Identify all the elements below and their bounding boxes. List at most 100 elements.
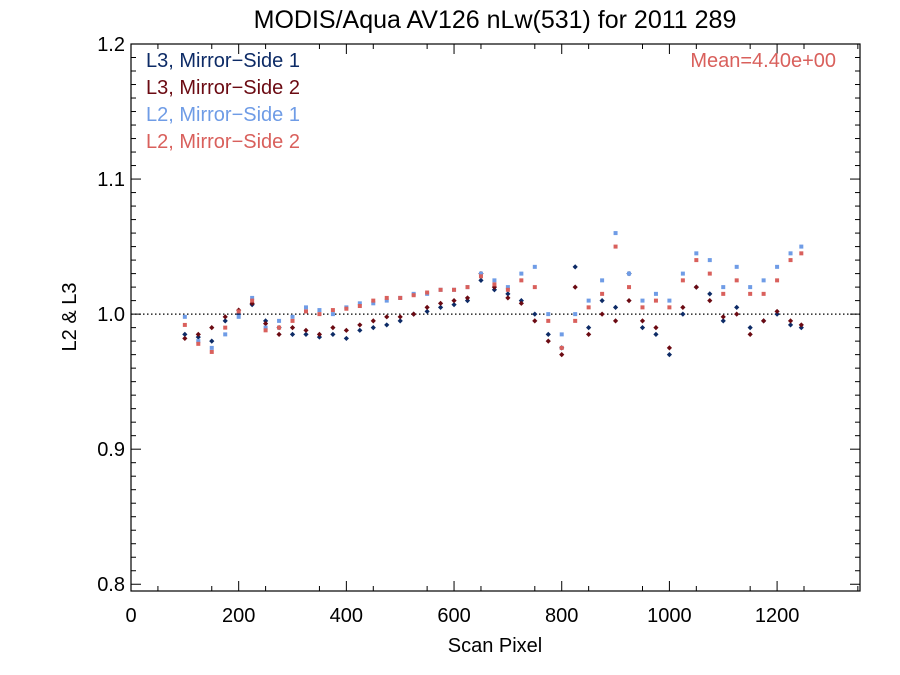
data-point [546,318,551,323]
data-point [330,325,336,331]
data-point [505,285,510,290]
data-point [343,335,349,342]
data-point [667,305,672,310]
data-point [761,278,766,283]
data-point [774,308,780,315]
data-point [707,258,712,263]
data-point [249,300,255,306]
data-point [505,287,510,292]
data-point [734,264,739,269]
data-point [748,285,753,290]
data-point [613,231,618,236]
data-point [572,264,578,270]
data-point [182,314,187,319]
data-point [398,295,403,300]
data-point [774,311,780,317]
data-point [209,345,214,350]
data-point [667,298,672,303]
data-point [290,314,295,319]
legend-entry: L3, Mirror−Side 1 [146,50,300,72]
data-point [600,291,605,296]
data-point [478,277,484,283]
data-point [223,332,228,337]
legend-entry: L2, Mirror−Side 1 [146,104,300,126]
data-point [532,318,538,324]
data-point [559,345,564,350]
data-point [627,285,632,290]
legend-entry: L2, Mirror−Side 2 [146,131,300,153]
data-point [653,325,659,331]
data-point [330,331,336,337]
data-point [250,298,255,303]
data-point [518,300,524,306]
data-point [573,312,578,317]
data-point [438,287,443,292]
data-point [452,287,457,292]
data-point [519,271,524,276]
data-point [195,331,201,337]
data-point [787,322,794,328]
data-point [357,301,362,306]
data-point [639,318,646,324]
data-point [384,314,390,320]
data-point [437,300,444,306]
data-point [707,271,712,276]
data-point [370,318,376,324]
data-point [505,295,511,301]
data-point [640,298,645,303]
data-point [799,251,804,256]
data-point [289,325,296,331]
data-point [263,328,268,333]
x-tick-label: 800 [545,605,578,627]
data-point [519,278,524,283]
data-point [492,282,497,287]
data-point [680,311,686,317]
data-point [250,295,255,300]
x-tick-label: 0 [125,605,136,627]
data-point [222,318,228,324]
data-point [798,325,804,331]
data-point [464,295,471,301]
data-point [316,334,323,340]
data-point [639,325,646,331]
data-point [236,314,241,319]
data-point [357,327,363,333]
data-point [586,331,592,337]
plot-frame [130,43,861,592]
data-point [411,293,416,298]
data-point [788,251,793,256]
data-point [720,314,726,320]
data-point [640,305,645,310]
y-tick-label: 1.0 [97,304,125,326]
data-point [720,318,726,324]
x-tick-label: 1200 [755,605,800,627]
data-point [277,318,282,323]
plot-area: 0 200 400 600 800 1000 1200 0.8 0.9 1.0 1.1 1.2 [97,34,861,627]
data-point [787,318,794,324]
data-point [397,318,403,324]
data-point [316,331,323,337]
data-point [666,345,673,351]
data-point [451,302,457,308]
y-tick-label: 0.8 [97,574,125,596]
data-point [424,304,430,310]
data-point [263,325,268,330]
data-point [653,298,658,303]
data-point [384,295,389,300]
data-point [707,298,713,304]
data-point [478,271,483,276]
x-axis-label: Scan Pixel [448,635,543,657]
y-tick-label: 0.9 [97,439,125,461]
data-point [209,325,215,331]
data-point [518,298,524,304]
data-point [491,284,498,290]
data-point [317,308,322,313]
data-point [734,278,739,283]
data-point [303,309,308,314]
data-point [694,258,699,263]
data-point [371,301,376,306]
data-point [573,318,578,323]
data-point [491,287,498,293]
data-point [775,278,780,283]
